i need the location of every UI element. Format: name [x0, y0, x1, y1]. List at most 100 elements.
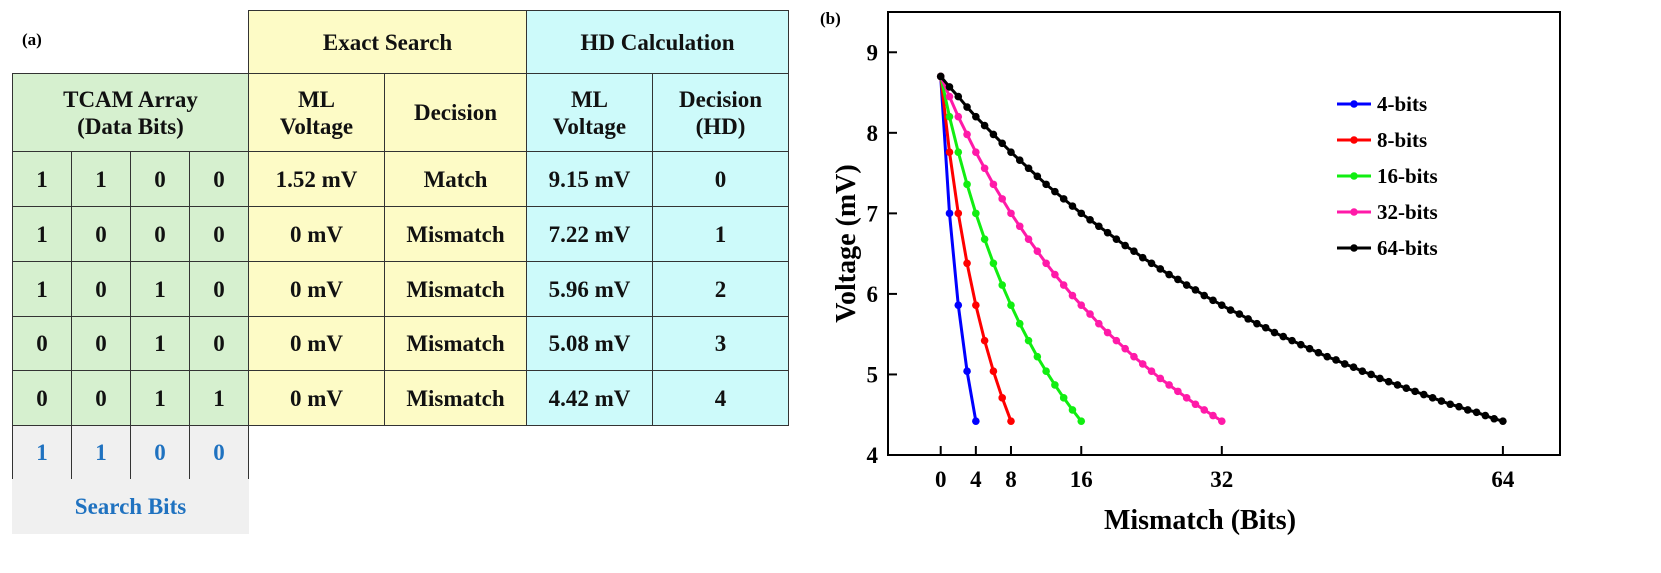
y-tick-label: 9 [867, 40, 879, 65]
data-bit: 0 [189, 206, 249, 262]
data-point [945, 112, 954, 121]
data-point [1314, 348, 1323, 357]
legend-label: 4-bits [1377, 92, 1427, 116]
cell-text: 0 [36, 331, 48, 356]
data-point [1200, 291, 1209, 300]
data-point [1472, 408, 1481, 417]
legend-marker [1350, 172, 1358, 180]
data-point [1007, 209, 1015, 218]
data-point [1033, 352, 1042, 361]
x-tick-label: 64 [1491, 467, 1515, 492]
data-point [1121, 344, 1129, 353]
data-point [963, 259, 971, 268]
data-point [998, 394, 1006, 402]
cell-text: 9.15 mV [548, 166, 631, 192]
cell-text: 0 mV [289, 385, 344, 411]
cell-text: 5.08 mV [548, 331, 631, 356]
cell-text: Exact Search [322, 29, 453, 55]
cell-text: 4.42 mV [548, 385, 631, 411]
cell-text: 0 [36, 385, 48, 411]
x-tick-label: 16 [1070, 467, 1093, 492]
data-point [1121, 241, 1129, 250]
search-bit: 0 [189, 425, 249, 480]
data-point [1191, 400, 1200, 409]
cell-text: 0 [213, 331, 225, 356]
cell-text: 1 [154, 276, 166, 302]
data-point [1042, 180, 1050, 189]
data-point [1446, 400, 1454, 409]
data-point [1130, 352, 1138, 361]
data-point [1174, 387, 1182, 396]
cell-text: 2 [714, 276, 727, 302]
data-point [1411, 387, 1419, 396]
cell-text: HD Calculation [580, 29, 735, 55]
data-point [1077, 301, 1086, 309]
data-point [954, 92, 963, 101]
data-point [1165, 381, 1173, 389]
cell-text: 0 [714, 166, 727, 192]
panel-a-label: (a) [22, 30, 42, 49]
cell-text: Voltage [552, 113, 627, 139]
data-point [1147, 259, 1156, 268]
legend-marker [1350, 208, 1358, 216]
data-point [1077, 209, 1086, 218]
cell-text: 1.52 mV [275, 166, 358, 192]
data-point [1156, 374, 1165, 383]
data-point [998, 195, 1006, 203]
legend-label: 64-bits [1377, 236, 1438, 260]
cell-text: 1 [36, 276, 48, 302]
data-point [1095, 222, 1103, 231]
cell-text: 1 [36, 440, 48, 465]
data-point [1323, 352, 1332, 361]
data-bit: 1 [130, 261, 190, 317]
data-point [1428, 394, 1437, 402]
x-tick-label: 8 [1005, 467, 1017, 492]
data-point [1279, 332, 1288, 341]
data-bit: 0 [12, 316, 72, 371]
search-bit: 1 [12, 425, 72, 480]
cell-text: Decision [678, 86, 763, 112]
search-bit: 1 [71, 425, 131, 480]
cell-text: 1 [154, 331, 166, 356]
data-point [1288, 336, 1296, 345]
data-point [1042, 367, 1050, 376]
cell-text: 0 [213, 166, 225, 192]
data-point [1437, 397, 1446, 405]
decision: Mismatch [384, 370, 527, 426]
data-point [1226, 306, 1235, 314]
cell-text: 1 [36, 166, 48, 192]
data-point [1384, 377, 1393, 386]
cell-text: 1 [213, 385, 225, 411]
data-point [1033, 247, 1042, 256]
data-point [1112, 336, 1121, 345]
data-point [1481, 411, 1490, 420]
data-bit: 1 [12, 261, 72, 317]
data-point [1007, 301, 1015, 309]
data-point [1165, 270, 1173, 279]
data-point [972, 209, 980, 218]
data-point [1024, 164, 1033, 173]
data-point [1077, 417, 1086, 425]
data-point [1059, 281, 1068, 289]
data-point [945, 83, 954, 91]
data-point [1156, 265, 1165, 273]
ml-voltage: 7.22 mV [526, 206, 653, 262]
decision: Mismatch [384, 261, 527, 317]
data-point [1218, 301, 1226, 309]
decision: Mismatch [384, 316, 527, 371]
data-point [1340, 360, 1349, 368]
cell-text: 0 [154, 221, 166, 247]
data-point [980, 235, 989, 243]
data-point [972, 148, 980, 156]
data-point [1305, 344, 1314, 353]
data-point [1086, 310, 1094, 318]
cell-text: Decision [413, 100, 498, 125]
data-point [1103, 328, 1112, 337]
y-axis-label: Voltage (mV) [831, 164, 862, 322]
data-point [1051, 270, 1059, 279]
data-point [1068, 291, 1077, 300]
data-point [1059, 195, 1068, 203]
data-point [1235, 310, 1244, 318]
